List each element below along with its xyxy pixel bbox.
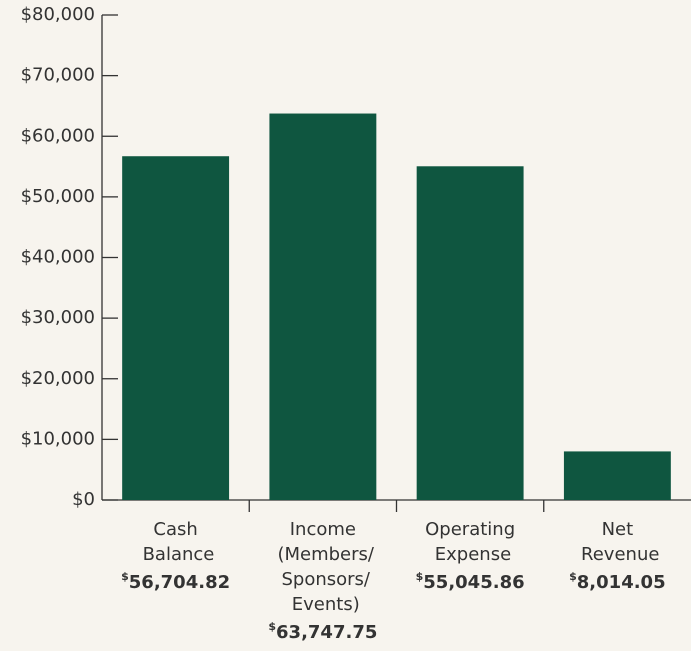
y-tick-label: $60,000 — [21, 125, 95, 146]
value-label: $56,704.82 — [121, 570, 230, 593]
y-tick-label: $70,000 — [21, 65, 95, 86]
bar — [563, 451, 671, 500]
y-tick-label: $40,000 — [21, 247, 95, 268]
y-tick-label: $0 — [72, 489, 95, 510]
bar — [416, 166, 524, 500]
y-tick-label: $80,000 — [21, 4, 95, 25]
value-label: $63,747.75 — [268, 620, 377, 643]
x-tick-label: Income (Members/ Sponsors/ Events) — [272, 519, 375, 615]
bar — [269, 113, 377, 500]
y-tick-label: $20,000 — [21, 368, 95, 389]
x-tick-label: Operating Expense — [425, 519, 515, 565]
y-tick-label: $50,000 — [21, 186, 95, 207]
bar — [122, 156, 230, 500]
value-label: $8,014.05 — [569, 570, 665, 593]
value-label: $55,045.86 — [416, 570, 525, 593]
x-tick-label: Net Revenue — [575, 519, 659, 565]
x-tick-label: Cash Balance — [137, 519, 215, 565]
y-tick-label: $10,000 — [21, 428, 95, 449]
y-tick-label: $30,000 — [21, 307, 95, 328]
